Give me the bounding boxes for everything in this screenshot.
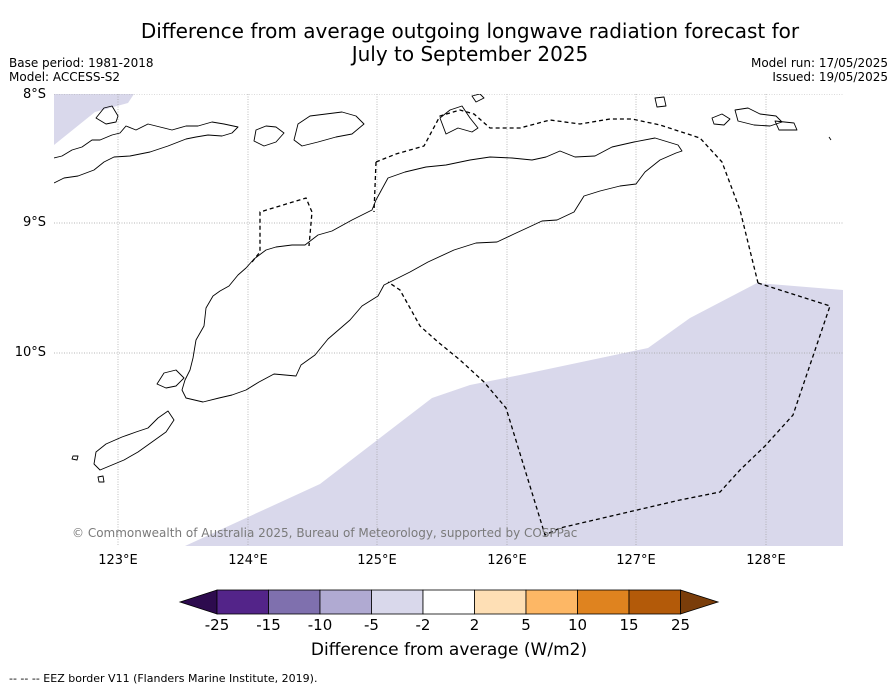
colorbar-extend-high bbox=[680, 589, 720, 615]
meta-left: Base period: 1981-2018 Model: ACCESS-S2 bbox=[9, 56, 154, 84]
colorbar-tick: 25 bbox=[670, 616, 691, 634]
anomaly-region-south bbox=[185, 283, 843, 546]
coastline-atauro bbox=[471, 94, 485, 103]
chart-title: Difference from average outgoing longwav… bbox=[120, 20, 820, 66]
colorbar-bin bbox=[628, 589, 681, 615]
coastline-timor bbox=[181, 137, 683, 403]
colorbar-bin bbox=[371, 589, 424, 615]
lon-label-128e: 128°E bbox=[746, 553, 786, 568]
lat-label-9s: 9°S bbox=[22, 215, 46, 230]
coastline-ashmore bbox=[828, 136, 832, 141]
eez-footnote: -- -- -- EEZ border V11 (Flanders Marine… bbox=[9, 672, 318, 685]
coastline-alor bbox=[293, 111, 365, 147]
lon-label-124e: 124°E bbox=[228, 553, 268, 568]
lat-label-8s: 8°S bbox=[22, 87, 46, 102]
base-period: Base period: 1981-2018 bbox=[9, 56, 154, 70]
colorbar-tick: 10 bbox=[567, 616, 588, 634]
colorbar-bin bbox=[525, 589, 578, 615]
colorbar-tick: -5 bbox=[364, 616, 379, 634]
meta-right: Model run: 17/05/2025 Issued: 19/05/2025 bbox=[751, 56, 888, 84]
coastline-sawu-islet bbox=[71, 455, 79, 461]
lon-label-125e: 125°E bbox=[357, 553, 397, 568]
coastline-flores-strip bbox=[54, 121, 239, 184]
colorbar-tick: -15 bbox=[256, 616, 281, 634]
colorbar-bin bbox=[216, 589, 269, 615]
coastline-moa bbox=[774, 120, 798, 131]
colorbar-tick: -25 bbox=[204, 616, 230, 634]
lon-label-123e: 123°E bbox=[98, 553, 138, 568]
anomaly-region-northwest bbox=[54, 94, 134, 145]
colorbar-tick: 15 bbox=[619, 616, 639, 634]
eez-border-oecusse bbox=[251, 197, 313, 263]
colorbar-tick: 2 bbox=[469, 616, 480, 634]
eez-border-timor-west-edge bbox=[373, 161, 377, 213]
coastline-pantar bbox=[253, 125, 285, 147]
coastline-romang bbox=[711, 113, 731, 126]
colorbar-bin bbox=[319, 589, 372, 615]
coastline-wetar bbox=[439, 105, 479, 135]
copyright-notice: © Commonwealth of Australia 2025, Bureau… bbox=[72, 526, 578, 540]
lon-label-126e: 126°E bbox=[487, 553, 527, 568]
coastline-kisar-islet bbox=[654, 96, 667, 108]
eez-border-south bbox=[387, 281, 831, 536]
lon-label-127e: 127°E bbox=[616, 553, 656, 568]
title-line-1: Difference from average outgoing longwav… bbox=[140, 19, 800, 43]
lat-label-10s: 10°S bbox=[14, 345, 46, 360]
colorbar-bin bbox=[422, 589, 475, 615]
colorbar-extend-low bbox=[178, 589, 218, 615]
colorbar-tick: -10 bbox=[307, 616, 333, 634]
colorbar-label: Difference from average (W/m2) bbox=[310, 640, 588, 660]
colorbar-bin bbox=[474, 589, 527, 615]
model-run: Model run: 17/05/2025 bbox=[750, 56, 888, 70]
coastline-ndao bbox=[97, 475, 105, 483]
colorbar-tick: 5 bbox=[521, 616, 531, 634]
coastline-semau bbox=[156, 369, 185, 389]
title-line-2: July to September 2025 bbox=[351, 42, 589, 66]
issued-date: Issued: 19/05/2025 bbox=[772, 70, 888, 84]
colorbar bbox=[178, 589, 720, 615]
eez-border-timor-leste-north bbox=[375, 109, 759, 284]
colorbar-tick: -2 bbox=[415, 616, 431, 634]
coastline-leti bbox=[734, 107, 783, 127]
model-name: Model: ACCESS-S2 bbox=[9, 70, 121, 84]
gridlines bbox=[54, 94, 843, 546]
coastline-flores-inner bbox=[95, 105, 119, 125]
coastline-rote bbox=[93, 410, 175, 471]
colorbar-bin bbox=[577, 589, 630, 615]
colorbar-bin bbox=[268, 589, 321, 615]
